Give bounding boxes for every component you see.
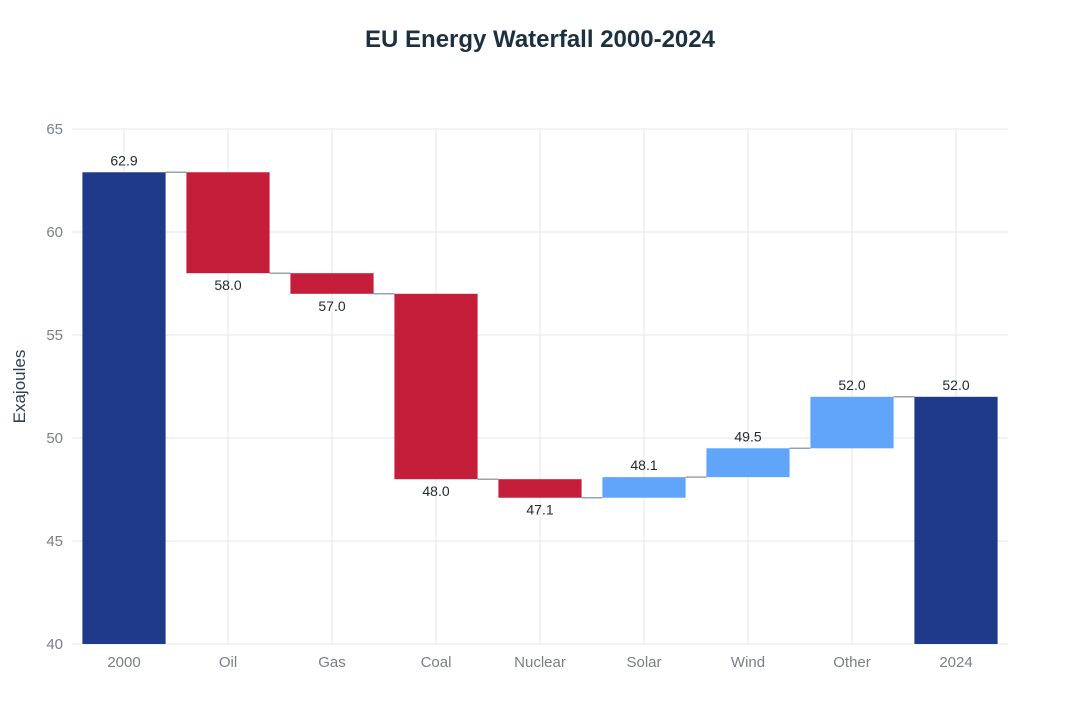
y-tick-label: 60 — [46, 224, 63, 241]
data-label: 48.1 — [630, 457, 657, 473]
y-tick-label: 40 — [46, 636, 63, 653]
data-label: 48.0 — [422, 483, 449, 499]
bar-gas[interactable] — [290, 273, 374, 294]
data-label: 52.0 — [942, 377, 969, 393]
data-label: 47.1 — [526, 502, 553, 518]
x-tick-label: Wind — [731, 654, 765, 671]
bar-oil[interactable] — [186, 172, 270, 274]
bar-nuclear[interactable] — [498, 479, 582, 498]
data-label: 49.5 — [734, 428, 761, 444]
bar-2000[interactable] — [82, 172, 166, 644]
bar-coal[interactable] — [394, 293, 478, 480]
x-tick-label: Oil — [219, 654, 237, 671]
chart-title: EU Energy Waterfall 2000-2024 — [365, 26, 715, 53]
x-tick-label: Nuclear — [514, 654, 566, 671]
bar-2024[interactable] — [914, 396, 998, 644]
bar-solar[interactable] — [602, 477, 686, 498]
y-tick-label: 50 — [46, 430, 63, 447]
data-label: 52.0 — [838, 377, 865, 393]
bar-wind[interactable] — [706, 448, 790, 478]
y-axis-title: Exajoules — [10, 350, 29, 424]
y-tick-label: 55 — [46, 327, 63, 344]
data-label: 58.0 — [214, 277, 241, 293]
x-tick-label: Coal — [421, 654, 452, 671]
y-tick-label: 45 — [46, 533, 63, 550]
x-tick-label: Other — [833, 654, 871, 671]
y-tick-label: 65 — [46, 121, 63, 138]
x-tick-label: Solar — [626, 654, 661, 671]
bar-other[interactable] — [810, 396, 894, 449]
x-tick-label: Gas — [318, 654, 346, 671]
data-label: 62.9 — [110, 152, 137, 168]
x-tick-label: 2024 — [939, 654, 972, 671]
x-tick-label: 2000 — [107, 654, 140, 671]
data-label: 57.0 — [318, 298, 345, 314]
